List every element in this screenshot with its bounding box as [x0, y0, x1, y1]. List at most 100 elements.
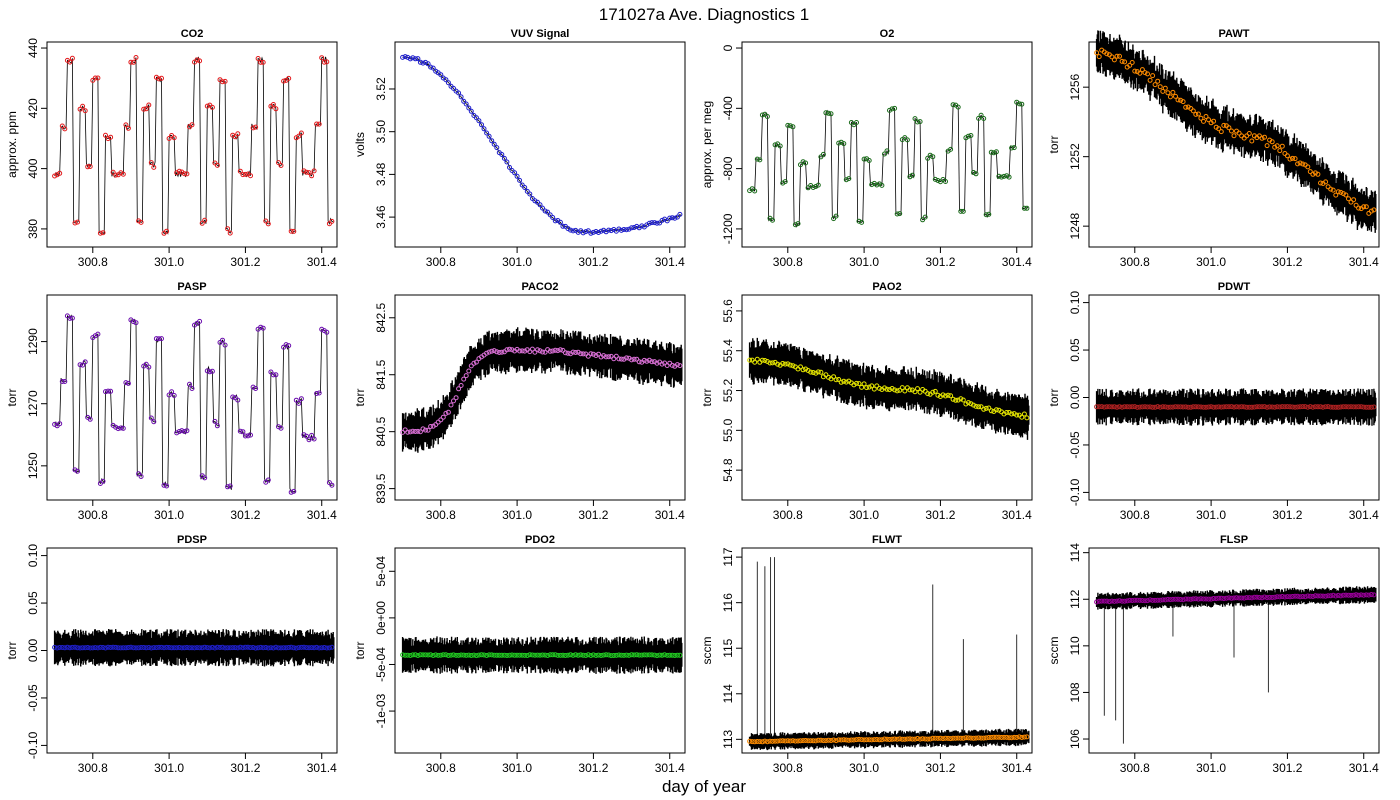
- data-point: [466, 105, 472, 111]
- y-tick-label: -1e-03: [374, 693, 388, 728]
- data-point: [1218, 129, 1224, 135]
- plot-frame: [1088, 547, 1380, 754]
- data-point: [798, 364, 803, 370]
- data-point: [296, 400, 302, 406]
- x-tick-label: 300.8: [426, 761, 456, 775]
- plot-frame: [1088, 41, 1380, 248]
- data-point: [988, 735, 994, 740]
- data-point: [1307, 593, 1313, 599]
- data-point: [1114, 598, 1120, 604]
- x-tick-label: 301.0: [502, 508, 532, 522]
- data-point: [1234, 595, 1239, 601]
- data-point: [925, 155, 931, 161]
- data-point: [253, 124, 259, 130]
- data-point: [1272, 144, 1278, 150]
- data-point: [672, 653, 678, 658]
- data-point: [1175, 404, 1181, 410]
- y-tick-label: 0.00: [26, 638, 40, 662]
- data-point: [440, 652, 446, 658]
- data-point: [258, 324, 264, 330]
- data-point: [963, 735, 969, 741]
- data-point: [641, 357, 647, 363]
- data-point: [1284, 404, 1290, 410]
- y-tick-label: 841.5: [374, 359, 388, 389]
- data-point: [1004, 734, 1010, 740]
- data-point: [869, 737, 875, 743]
- data-point: [486, 133, 492, 139]
- data-point: [143, 361, 149, 367]
- data-point: [471, 652, 477, 658]
- y-axis: 1250 1270 1290: [26, 328, 47, 479]
- series-points: [400, 54, 683, 236]
- panel-pao2: PAO2 torr 300.8 301.0 301.2 301.4 54.8 55.0 55.2…: [700, 281, 1033, 522]
- data-point: [463, 652, 469, 658]
- data-point: [1150, 404, 1156, 410]
- data-point: [1259, 135, 1265, 141]
- data-point: [887, 737, 892, 742]
- data-point: [105, 388, 111, 394]
- data-point: [894, 211, 900, 217]
- data-point: [527, 349, 533, 355]
- raw-trace: [1095, 30, 1377, 233]
- y-tick-label: 839.5: [374, 473, 388, 503]
- x-tick-label: 300.8: [78, 761, 108, 775]
- data-point: [1292, 593, 1298, 599]
- data-point: [935, 392, 941, 398]
- data-point: [965, 735, 971, 741]
- data-point: [968, 133, 974, 138]
- data-point: [1152, 82, 1158, 88]
- y-axis-label: approx. ppm: [5, 111, 19, 178]
- data-point: [971, 735, 976, 741]
- y-axis-label: sccm: [700, 637, 714, 665]
- y-axis-label: torr: [1047, 135, 1061, 153]
- data-point: [677, 652, 683, 658]
- y-tick-label: -400: [721, 96, 735, 120]
- data-point: [631, 356, 637, 362]
- data-point: [968, 401, 974, 407]
- data-point: [1021, 411, 1027, 417]
- data-point: [754, 156, 760, 162]
- data-point: [1106, 404, 1112, 410]
- data-point: [288, 489, 294, 495]
- data-point: [1300, 404, 1306, 410]
- data-point: [484, 350, 490, 356]
- data-point: [189, 122, 195, 128]
- data-point: [268, 369, 274, 375]
- data-point: [795, 738, 801, 744]
- data-point: [1142, 598, 1148, 604]
- data-point: [925, 391, 931, 397]
- data-point: [1310, 594, 1316, 599]
- y-axis-label: sccm: [1047, 637, 1061, 665]
- y-axis: 839.5 840.5 841.5 842.5: [374, 302, 395, 504]
- data-point: [1162, 404, 1168, 410]
- data-point: [831, 737, 837, 743]
- series-points: [400, 346, 683, 435]
- plot-frame: [741, 294, 1033, 501]
- y-axis-label: volts: [353, 132, 367, 157]
- data-point: [64, 644, 70, 650]
- data-point: [212, 645, 218, 651]
- data-point: [281, 78, 287, 84]
- data-point: [912, 736, 918, 742]
- data-point: [1287, 594, 1293, 600]
- data-point: [1137, 70, 1143, 76]
- data-point: [1206, 404, 1212, 410]
- data-point: [836, 140, 842, 146]
- data-point: [800, 367, 806, 373]
- data-point: [1269, 595, 1275, 600]
- data-point: [618, 227, 624, 233]
- data-point: [1229, 128, 1234, 134]
- data-point: [828, 111, 834, 117]
- data-point: [762, 358, 768, 363]
- data-point: [540, 349, 545, 355]
- data-point: [1223, 595, 1229, 601]
- data-point: [762, 738, 768, 744]
- data-point: [775, 361, 781, 367]
- data-point: [220, 644, 225, 650]
- data-point: [1213, 596, 1219, 602]
- data-point: [598, 354, 604, 360]
- y-tick-label: -1200: [721, 213, 735, 244]
- data-point: [1203, 596, 1209, 602]
- data-point: [1348, 592, 1354, 598]
- data-point: [930, 389, 936, 395]
